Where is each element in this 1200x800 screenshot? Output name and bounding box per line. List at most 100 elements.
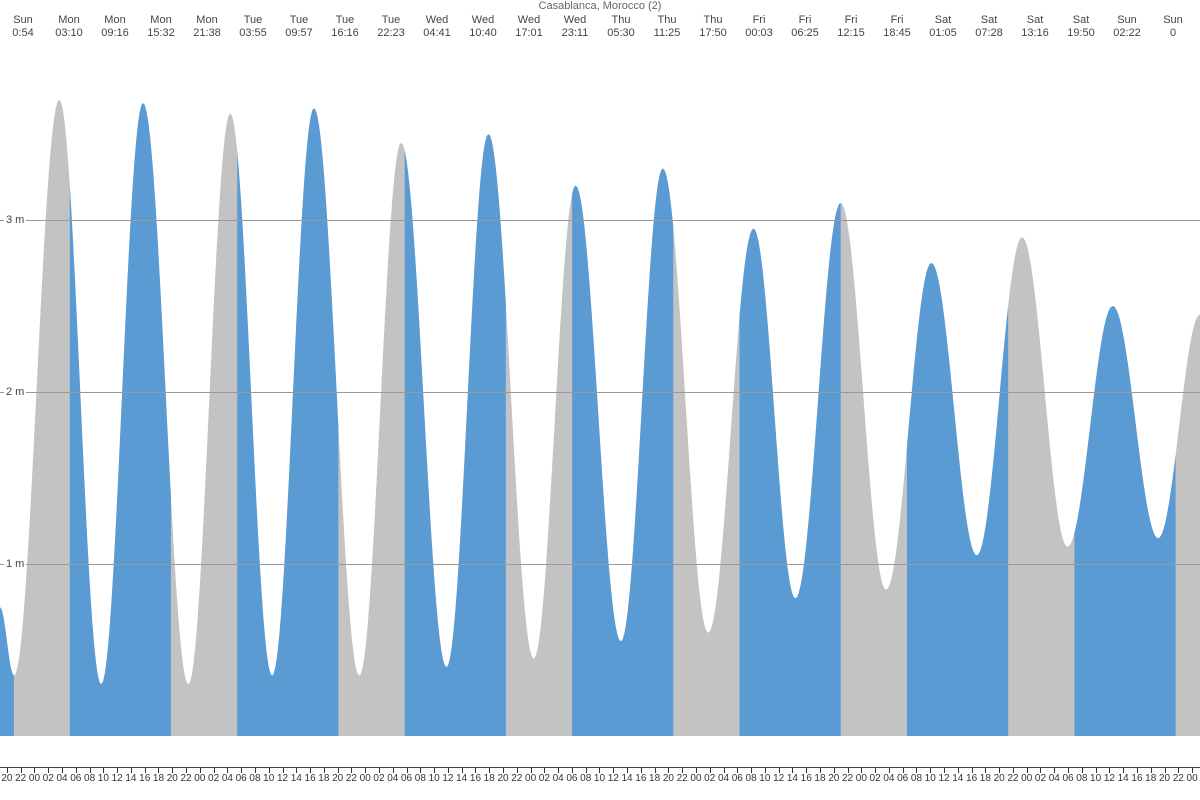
x-tick: 18 [978, 773, 992, 784]
x-tick: 22 [1006, 773, 1020, 784]
x-tick: 10 [262, 773, 276, 784]
x-tick: 14 [124, 773, 138, 784]
x-tick: 06 [400, 773, 414, 784]
header-col: Sat19:50 [1058, 14, 1104, 40]
x-tick: 12 [1103, 773, 1117, 784]
event-header: Sun0:54Mon03:10Mon09:16Mon15:32Mon21:38T… [0, 14, 1200, 44]
x-tick: 10 [923, 773, 937, 784]
header-col: Sat07:28 [966, 14, 1012, 40]
header-col: Wed23:11 [552, 14, 598, 40]
day-tide-area [907, 263, 1008, 736]
x-tick: 10 [593, 773, 607, 784]
x-tick: 02 [41, 773, 55, 784]
x-tick: 18 [482, 773, 496, 784]
x-tick: 00 [524, 773, 538, 784]
x-tick: 10 [1089, 773, 1103, 784]
tide-curves [0, 48, 1200, 768]
tide-chart: Casablanca, Morocco (2) Sun0:54Mon03:10M… [0, 0, 1200, 800]
x-tick: 12 [937, 773, 951, 784]
x-tick: 04 [882, 773, 896, 784]
x-tick: 08 [248, 773, 262, 784]
x-tick: 16 [1130, 773, 1144, 784]
x-tick: 12 [772, 773, 786, 784]
x-tick: 04 [386, 773, 400, 784]
x-tick: 04 [717, 773, 731, 784]
header-col: Tue03:55 [230, 14, 276, 40]
x-tick: 18 [317, 773, 331, 784]
x-tick: 22 [510, 773, 524, 784]
x-tick: 12 [441, 773, 455, 784]
header-col: Sun0 [1150, 14, 1196, 40]
x-tick: 20 [1158, 773, 1172, 784]
x-tick: 16 [965, 773, 979, 784]
x-tick: 00 [1185, 773, 1199, 784]
gridline [0, 220, 1200, 221]
header-col: Fri18:45 [874, 14, 920, 40]
header-col: Wed17:01 [506, 14, 552, 40]
x-tick: 14 [951, 773, 965, 784]
x-tick: 00 [854, 773, 868, 784]
x-tick: 18 [152, 773, 166, 784]
x-tick: 00 [689, 773, 703, 784]
x-tick: 04 [1047, 773, 1061, 784]
y-label: 1 m [4, 558, 26, 570]
x-tick: 12 [606, 773, 620, 784]
header-col: Tue09:57 [276, 14, 322, 40]
x-tick: 18 [813, 773, 827, 784]
day-tide-area [1074, 306, 1175, 736]
x-tick: 06 [896, 773, 910, 784]
x-tick: 22 [14, 773, 28, 784]
x-tick: 02 [868, 773, 882, 784]
x-tick: 00 [28, 773, 42, 784]
x-axis: 2022000204060810121416182022000204060810… [0, 767, 1200, 800]
x-tick: 22 [345, 773, 359, 784]
header-col: Wed04:41 [414, 14, 460, 40]
day-tide-area [740, 203, 841, 736]
header-col: Sun02:22 [1104, 14, 1150, 40]
header-col: Fri00:03 [736, 14, 782, 40]
x-tick: 20 [331, 773, 345, 784]
x-tick: 22 [1171, 773, 1185, 784]
x-tick: 20 [827, 773, 841, 784]
x-tick: 20 [0, 773, 14, 784]
x-tick: 16 [634, 773, 648, 784]
x-tick: 14 [786, 773, 800, 784]
x-tick: 14 [455, 773, 469, 784]
x-tick: 06 [730, 773, 744, 784]
header-col: Sat13:16 [1012, 14, 1058, 40]
x-tick: 20 [662, 773, 676, 784]
header-col: Fri06:25 [782, 14, 828, 40]
x-tick: 06 [234, 773, 248, 784]
x-tick: 06 [1061, 773, 1075, 784]
x-tick: 08 [910, 773, 924, 784]
header-col: Tue22:23 [368, 14, 414, 40]
day-tide-area [70, 103, 171, 736]
x-tick: 00 [358, 773, 372, 784]
x-tick: 02 [207, 773, 221, 784]
day-tide-area [405, 134, 506, 736]
header-col: Tue16:16 [322, 14, 368, 40]
x-tick: 14 [1116, 773, 1130, 784]
day-tide-area [572, 168, 673, 736]
x-tick: 22 [841, 773, 855, 784]
x-tick: 04 [221, 773, 235, 784]
x-tick: 02 [537, 773, 551, 784]
x-tick: 06 [69, 773, 83, 784]
plot-area: 1 m 2 m 3 m [0, 48, 1200, 768]
y-label: 3 m [4, 214, 26, 226]
header-col: Mon09:16 [92, 14, 138, 40]
x-tick: 20 [165, 773, 179, 784]
x-tick: 16 [303, 773, 317, 784]
header-col: Thu11:25 [644, 14, 690, 40]
header-col: Mon21:38 [184, 14, 230, 40]
day-tide-area [237, 108, 338, 736]
gridline [0, 392, 1200, 393]
x-tick: 18 [648, 773, 662, 784]
x-tick: 12 [110, 773, 124, 784]
x-tick: 10 [758, 773, 772, 784]
x-tick: 02 [1034, 773, 1048, 784]
x-tick: 08 [744, 773, 758, 784]
y-label: 2 m [4, 386, 26, 398]
x-tick: 16 [799, 773, 813, 784]
header-col: Thu05:30 [598, 14, 644, 40]
